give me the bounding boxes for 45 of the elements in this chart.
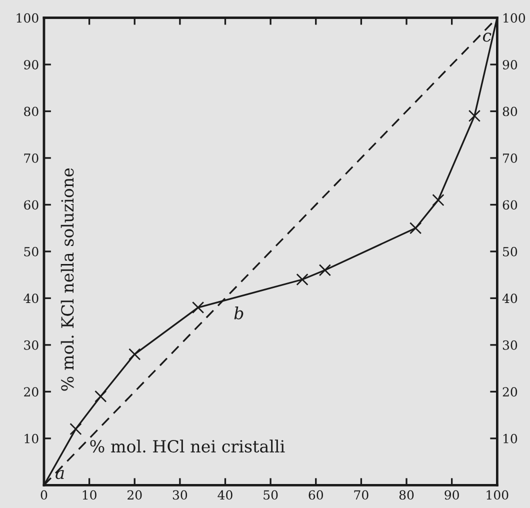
y-axis-title: % mol. KCl nella soluzione bbox=[60, 168, 74, 391]
y2-tick-label: 10 bbox=[504, 434, 518, 444]
x-tick-label: 40 bbox=[218, 490, 232, 500]
x-tick-label: 10 bbox=[82, 490, 96, 500]
y-tick-label: 50 bbox=[24, 246, 38, 256]
x-tick-label: 0 bbox=[40, 490, 48, 500]
x-tick-label: 50 bbox=[264, 490, 278, 500]
x-tick-label: 30 bbox=[172, 490, 188, 500]
y-tick-label: 40 bbox=[24, 294, 38, 304]
annotation: a bbox=[56, 470, 64, 480]
y2-tick-label: 30 bbox=[502, 340, 518, 350]
y-tick-label: 60 bbox=[24, 200, 38, 210]
point bbox=[296, 273, 308, 286]
y2-tick-label: 80 bbox=[502, 106, 518, 116]
point bbox=[192, 301, 204, 314]
y2-tick-label: 60 bbox=[502, 200, 518, 210]
y-tick-label: 90 bbox=[24, 60, 38, 70]
y2-tick-label: 100 bbox=[504, 13, 526, 23]
point bbox=[318, 264, 332, 276]
x-tick-label: 90 bbox=[444, 490, 459, 500]
point bbox=[410, 222, 422, 234]
y2-tick-label: 90 bbox=[502, 60, 518, 70]
annotation: c bbox=[482, 32, 492, 42]
y-tick-label: 80 bbox=[24, 106, 38, 116]
y-tick-label: 30 bbox=[24, 340, 38, 350]
y-tick-label: 10 bbox=[24, 434, 38, 444]
point bbox=[94, 390, 107, 402]
y2-tick-label: 20 bbox=[502, 387, 518, 397]
x-tick-label: 100 bbox=[486, 490, 508, 500]
annotation: b bbox=[234, 306, 244, 320]
point bbox=[432, 194, 444, 206]
point bbox=[468, 110, 481, 122]
y-tick-label: 70 bbox=[24, 153, 38, 163]
y2-tick-label: 50 bbox=[503, 246, 518, 256]
y-tick-label: 100 bbox=[16, 13, 38, 23]
x-tick-label: 20 bbox=[128, 490, 142, 500]
point bbox=[128, 348, 141, 360]
y-tick-label: 20 bbox=[24, 387, 38, 397]
x-tick-label: 70 bbox=[354, 490, 368, 500]
point bbox=[70, 422, 82, 436]
x-tick-label: 80 bbox=[399, 490, 414, 500]
y2-tick-label: 70 bbox=[503, 153, 518, 163]
x-tick-label: 60 bbox=[308, 490, 324, 500]
y2-tick-label: 40 bbox=[502, 294, 518, 304]
x-axis-title: % mol. HCl nei cristalli bbox=[90, 440, 285, 453]
